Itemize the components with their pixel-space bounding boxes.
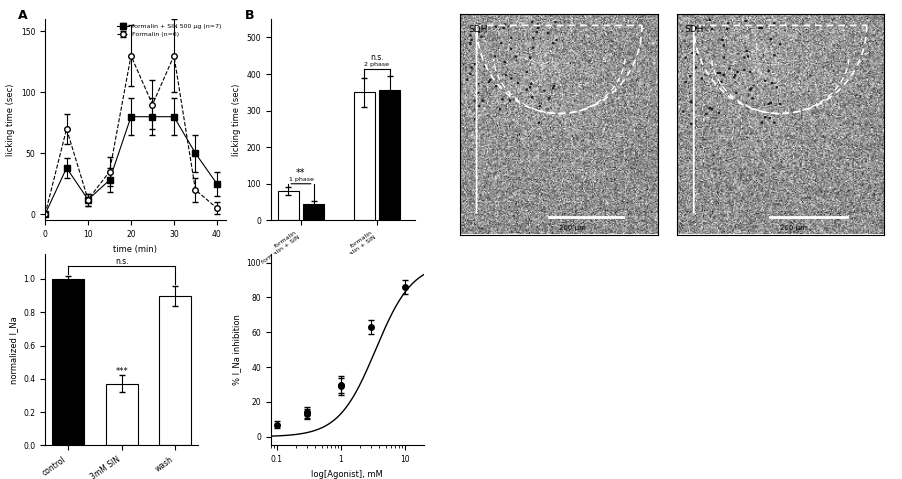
Text: A: A [18, 9, 28, 22]
Text: ***: *** [115, 367, 128, 376]
Text: n.s.: n.s. [115, 257, 129, 266]
Y-axis label: % I_Na inhibition: % I_Na inhibition [232, 314, 241, 385]
Bar [278, 191, 299, 220]
Y-axis label: licking time (sec): licking time (sec) [6, 83, 15, 156]
X-axis label: log[Agonist], mM
sinomenine: log[Agonist], mM sinomenine [311, 470, 383, 479]
Text: n.s.: n.s. [370, 54, 383, 62]
Bar [106, 384, 138, 445]
Y-axis label: licking time (sec): licking time (sec) [232, 83, 241, 156]
Legend: formalin + SIN 500 μg (n=7), Formalin (n=6): formalin + SIN 500 μg (n=7), Formalin (n… [115, 23, 223, 39]
Text: 2 phase: 2 phase [364, 62, 390, 67]
Text: B: B [244, 9, 254, 22]
Bar [354, 92, 375, 220]
Bar [379, 91, 400, 220]
Text: **: ** [296, 168, 306, 178]
Text: SDH: SDH [685, 25, 704, 34]
X-axis label: time (min): time (min) [114, 245, 157, 253]
Bar [303, 204, 325, 220]
Y-axis label: normalized I_Na: normalized I_Na [9, 316, 18, 384]
Text: 1 phase: 1 phase [289, 177, 313, 182]
Bar [160, 296, 191, 445]
Text: 200 μm: 200 μm [559, 225, 586, 231]
Bar [52, 279, 84, 445]
Text: SDH: SDH [468, 25, 487, 34]
Text: 200 μm: 200 μm [780, 225, 807, 231]
